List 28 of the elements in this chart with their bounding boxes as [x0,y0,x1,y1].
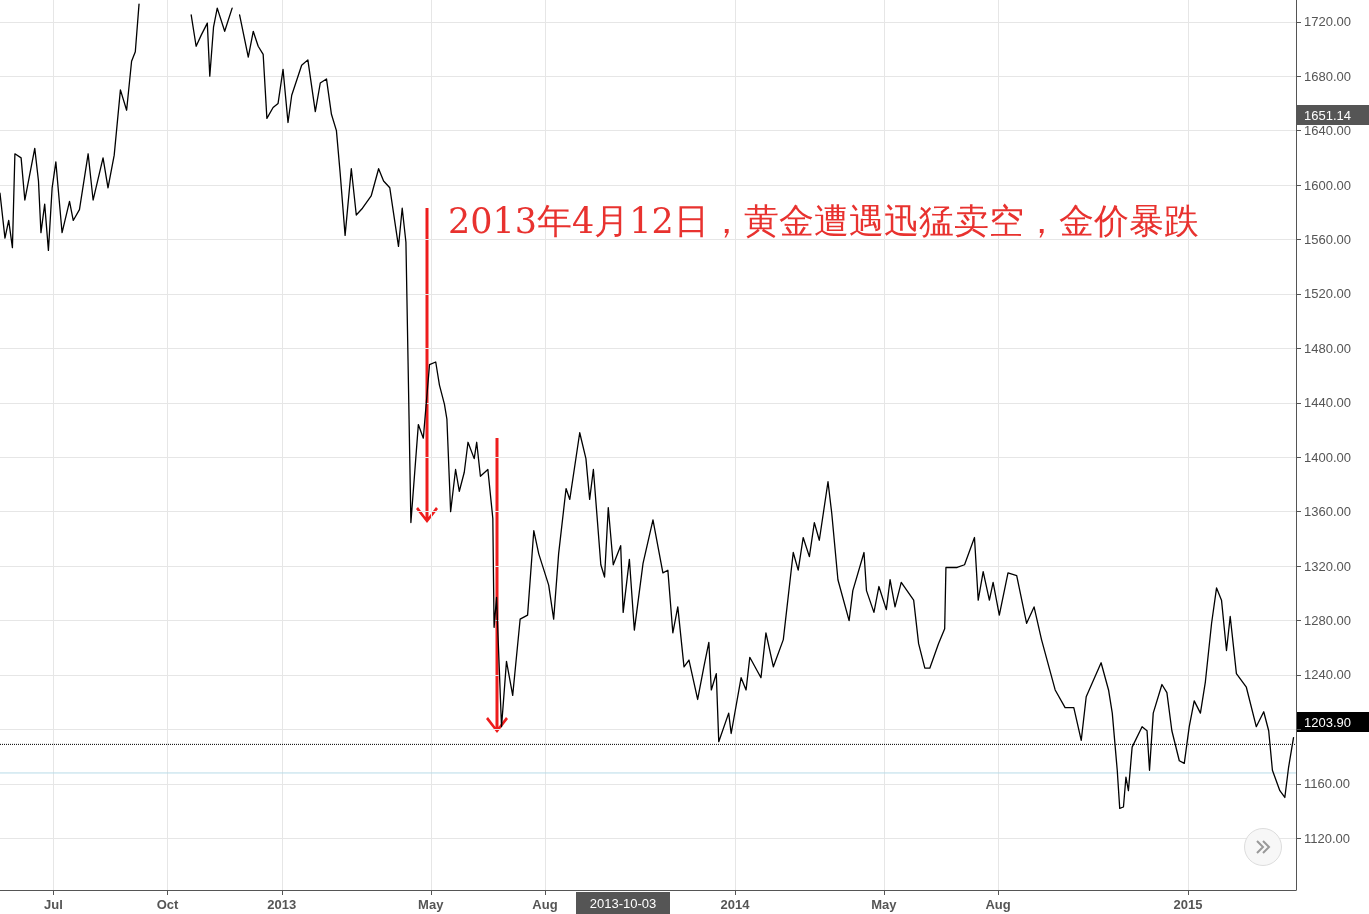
text: 2013-10-03 [589,895,657,911]
y-tick-label: 1600.00 [1304,177,1351,193]
x-tick-label: May [418,897,445,912]
y-tick-label: 1480.00 [1304,340,1351,356]
y-tick-label: 1560.00 [1304,232,1351,248]
y-tick-label: 1520.00 [1304,286,1351,302]
x-tick-label: Aug [985,897,1011,912]
x-tick-label: 2014 [720,897,751,912]
y-tick-label: 1120.00 [1304,830,1351,846]
y-tick-label: 1160.00 [1304,776,1351,792]
y-tick-label: 1440.00 [1304,395,1351,411]
y-tick-label: 1680.00 [1304,68,1351,84]
y-tick-label: 1240.00 [1304,667,1351,683]
x-tick-label: Aug [532,897,558,912]
text: 1203.90 [1304,714,1351,730]
text: 1651.14 [1304,107,1351,123]
y-tick-label: 1640.00 [1304,123,1351,139]
y-tick-label: 1360.00 [1304,504,1351,520]
y-tick-label: 1320.00 [1304,558,1351,574]
y-tick-label: 1400.00 [1304,449,1351,465]
x-tick-label: Jul [43,897,63,912]
annotation: 2013年4月12日，黄金遭遇迅猛卖空，金价暴跌 [448,200,1199,241]
x-tick-label: 2013 [267,897,297,912]
y-tick-label: 1280.00 [1304,613,1351,629]
y-tick-label: 1720.00 [1304,14,1351,30]
x-tick-label: Oct [156,897,180,912]
x-tick-label: May [871,897,898,912]
x-tick-label: 2015 [1173,897,1203,912]
